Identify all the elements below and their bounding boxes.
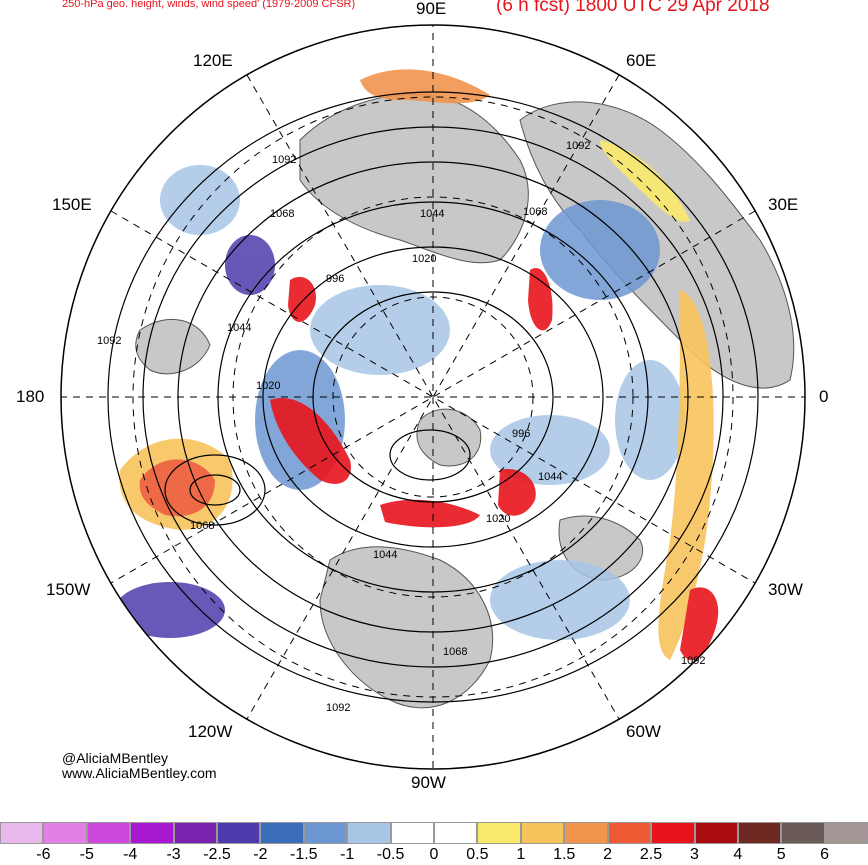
colorbar-tick-label: -6 xyxy=(36,846,51,863)
colorbar-tick-label: -2.5 xyxy=(203,846,231,863)
lon-label-90w: 90W xyxy=(411,773,446,792)
contour-label: 1044 xyxy=(373,549,398,561)
colorbar-tick-label: 6 xyxy=(820,846,830,863)
lon-label-150e: 150E xyxy=(52,195,92,214)
colorbar-cell xyxy=(130,822,174,844)
contour-label: 1092 xyxy=(681,655,706,667)
polar-map xyxy=(60,24,806,770)
colorbar-cell xyxy=(651,822,695,844)
contour-label: 1020 xyxy=(412,253,437,265)
colorbar-cell xyxy=(390,822,435,844)
colorbar-cell xyxy=(43,822,87,844)
contour-label: 1068 xyxy=(190,520,215,532)
colorbar-tick-label: 1 xyxy=(516,846,526,863)
lon-label-180: 180 xyxy=(16,387,45,406)
contour-label: 1092 xyxy=(326,702,351,714)
colorbar-tick-label: 4 xyxy=(733,846,743,863)
contour-label: 1068 xyxy=(270,208,295,220)
colorbar-cell xyxy=(260,822,304,844)
lon-label-120w: 120W xyxy=(188,722,233,741)
lon-label-0: 0 xyxy=(819,387,829,406)
contour-label: 1044 xyxy=(420,208,445,220)
contour-label: 1044 xyxy=(538,471,563,483)
colorbar-tick-label: 2.5 xyxy=(639,846,663,863)
colorbar-tick-label: -5 xyxy=(79,846,94,863)
colorbar-tick-label: 5 xyxy=(776,846,786,863)
contour-label: 996 xyxy=(512,428,531,440)
colorbar-cell xyxy=(173,822,218,844)
colorbar-cell xyxy=(217,822,261,844)
colorbar-cell xyxy=(347,822,391,844)
contour-label: 1068 xyxy=(523,206,548,218)
lon-label-60w: 60W xyxy=(626,722,661,741)
lon-label-150w: 150W xyxy=(46,580,91,599)
colorbar-cell xyxy=(564,822,608,844)
lon-label-120e: 120E xyxy=(193,51,233,70)
lon-label-90e: 90E xyxy=(416,0,447,18)
colorbar-tick-label: 2 xyxy=(603,846,613,863)
title-left: 250-hPa geo. height, winds, wind speed' … xyxy=(62,0,356,10)
colorbar-cell xyxy=(824,822,868,844)
lon-label-30e: 30E xyxy=(768,195,799,214)
colorbar-tick-label: -1 xyxy=(340,846,355,863)
contour-label: 1020 xyxy=(256,380,281,392)
colorbar-tick-label: -0.5 xyxy=(376,846,405,863)
contour-label: 1092 xyxy=(566,140,591,152)
contour-label: 1068 xyxy=(443,646,468,658)
colorbar-cell xyxy=(781,822,825,844)
colorbar-tick-label: -4 xyxy=(123,846,138,863)
colorbar-tick-label: 3 xyxy=(689,846,699,863)
colorbar-tick-label: -1.5 xyxy=(290,846,318,863)
credit-handle: @AliciaMBentley xyxy=(62,750,169,766)
colorbar-cell xyxy=(520,822,565,844)
colorbar-tick-label: -3 xyxy=(166,846,181,863)
colorbar-cell xyxy=(694,822,738,844)
contour-label: 1092 xyxy=(272,154,297,166)
colorbar-cell xyxy=(303,822,348,844)
colorbar-cell xyxy=(0,822,44,844)
colorbar-cell xyxy=(434,822,478,844)
colorbar-tick-label: 0 xyxy=(429,846,439,863)
colorbar-tick-label: 1.5 xyxy=(553,846,576,863)
contour-label: 1044 xyxy=(227,322,252,334)
colorbar-cell xyxy=(86,822,131,844)
colorbar-cell xyxy=(607,822,652,844)
contour-label: 1020 xyxy=(486,513,511,525)
colorbar-tick-label: 0.5 xyxy=(466,846,489,863)
contour-label: 996 xyxy=(326,273,345,285)
credit-website: www.AliciaMBentley.com xyxy=(62,765,217,781)
colorbar-cell xyxy=(477,822,521,844)
title-right: (6 h fcst) 1800 UTC 29 Apr 2018 xyxy=(496,0,770,16)
lon-label-60e: 60E xyxy=(626,51,657,70)
colorbar-tick-label: -2 xyxy=(253,846,268,863)
lon-label-30w: 30W xyxy=(768,580,803,599)
contour-label: 1092 xyxy=(97,335,122,347)
colorbar xyxy=(0,822,868,844)
colorbar-cell xyxy=(737,822,782,844)
